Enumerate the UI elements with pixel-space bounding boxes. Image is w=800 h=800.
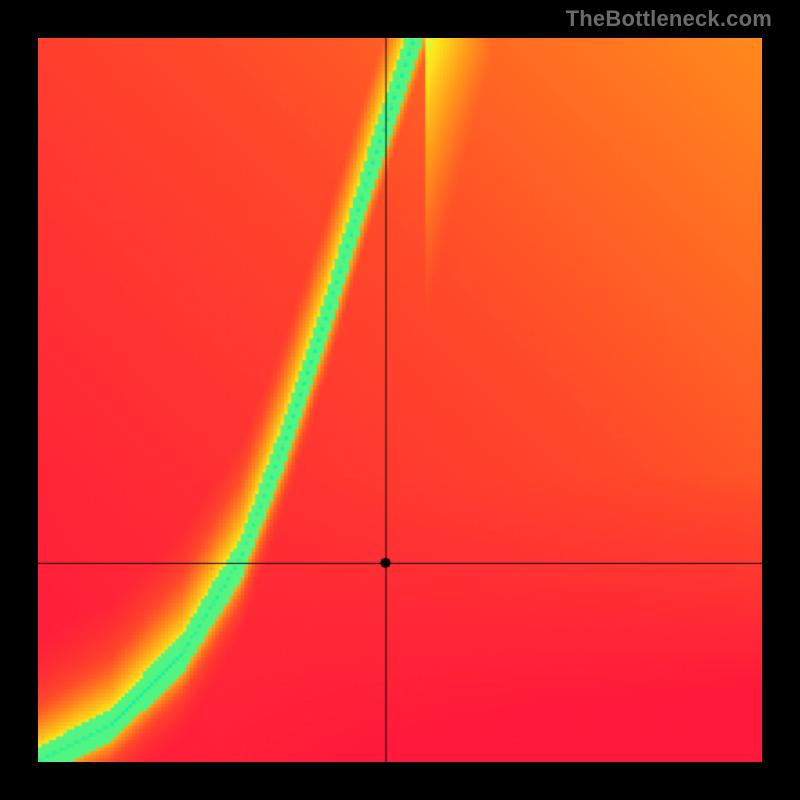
heatmap-canvas — [38, 38, 762, 762]
chart-container: TheBottleneck.com — [0, 0, 800, 800]
watermark-text: TheBottleneck.com — [566, 6, 772, 32]
